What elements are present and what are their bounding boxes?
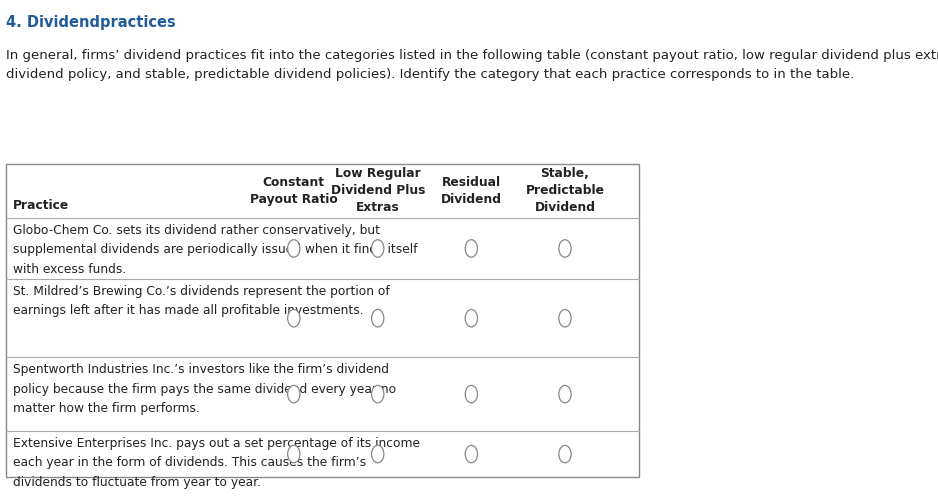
Text: Extensive Enterprises Inc. pays out a set percentage of its income
each year in : Extensive Enterprises Inc. pays out a se… xyxy=(13,436,420,488)
Ellipse shape xyxy=(371,310,384,327)
Text: In general, firms’ dividend practices fit into the categories listed in the foll: In general, firms’ dividend practices fi… xyxy=(7,49,938,81)
Ellipse shape xyxy=(288,446,300,463)
Ellipse shape xyxy=(559,310,571,327)
Text: 4. Dividendpractices: 4. Dividendpractices xyxy=(7,14,176,30)
Text: Stable,
Predictable
Dividend: Stable, Predictable Dividend xyxy=(525,168,604,214)
Text: Low Regular
Dividend Plus
Extras: Low Regular Dividend Plus Extras xyxy=(330,168,425,214)
Ellipse shape xyxy=(559,240,571,257)
Ellipse shape xyxy=(465,240,477,257)
Ellipse shape xyxy=(465,310,477,327)
Text: Residual
Dividend: Residual Dividend xyxy=(441,176,502,206)
Ellipse shape xyxy=(288,386,300,403)
Ellipse shape xyxy=(288,310,300,327)
Ellipse shape xyxy=(559,386,571,403)
Text: Constant
Payout Ratio: Constant Payout Ratio xyxy=(250,176,338,206)
FancyBboxPatch shape xyxy=(7,164,639,478)
Text: Globo-Chem Co. sets its dividend rather conservatively, but
supplemental dividen: Globo-Chem Co. sets its dividend rather … xyxy=(13,224,417,276)
Text: St. Mildred’s Brewing Co.’s dividends represent the portion of
earnings left aft: St. Mildred’s Brewing Co.’s dividends re… xyxy=(13,285,389,318)
Ellipse shape xyxy=(559,446,571,463)
Ellipse shape xyxy=(371,240,384,257)
Text: Practice: Practice xyxy=(13,199,69,212)
Ellipse shape xyxy=(465,446,477,463)
Text: Spentworth Industries Inc.’s investors like the firm’s dividend
policy because t: Spentworth Industries Inc.’s investors l… xyxy=(13,364,396,416)
Ellipse shape xyxy=(288,240,300,257)
Ellipse shape xyxy=(371,386,384,403)
Ellipse shape xyxy=(371,446,384,463)
Ellipse shape xyxy=(465,386,477,403)
